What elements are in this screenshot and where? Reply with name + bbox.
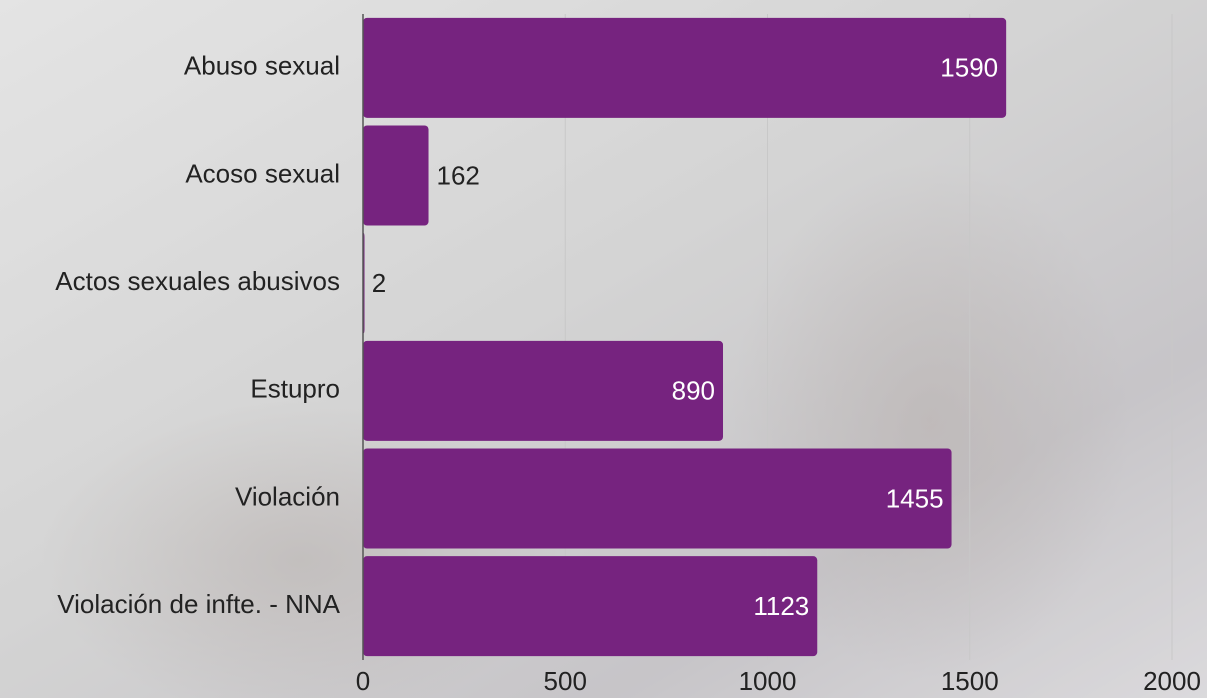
bar — [363, 556, 818, 657]
x-tick-label: 500 — [544, 666, 587, 696]
bar — [363, 17, 1007, 118]
bar — [363, 448, 952, 549]
value-label: 1123 — [753, 591, 809, 621]
bar — [363, 125, 429, 226]
background-blur — [730, 160, 1130, 680]
x-tick-label: 0 — [356, 666, 370, 696]
y-tick-label: Abuso sexual — [184, 51, 340, 81]
value-label: 1590 — [940, 53, 998, 83]
x-tick-label: 2000 — [1143, 666, 1201, 696]
x-tick-label: 1000 — [739, 666, 797, 696]
x-tick-label: 1500 — [941, 666, 999, 696]
y-tick-label: Violación de infte. - NNA — [57, 589, 340, 619]
y-tick-label: Estupro — [250, 374, 340, 404]
value-label: 1455 — [886, 483, 944, 513]
y-tick-label: Acoso sexual — [185, 158, 340, 188]
bar — [363, 340, 724, 441]
value-label: 162 — [437, 160, 480, 190]
value-label: 890 — [672, 376, 715, 406]
y-tick-label: Actos sexuales abusivos — [55, 266, 340, 296]
value-label: 2 — [372, 268, 386, 298]
y-tick-label: Violación — [235, 481, 340, 511]
